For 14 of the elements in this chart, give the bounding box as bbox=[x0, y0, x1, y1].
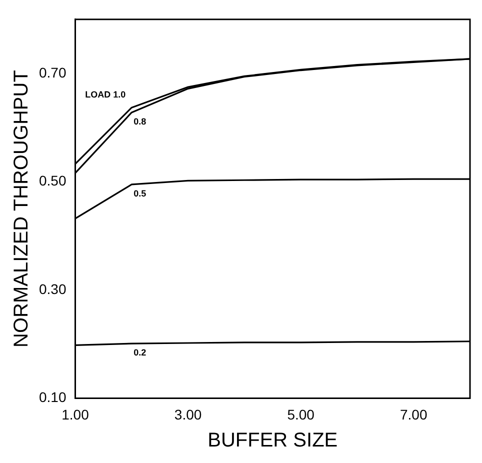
series-label: 0.5 bbox=[134, 188, 146, 198]
x-axis-title: BUFFER SIZE bbox=[208, 430, 338, 452]
y-axis-title: NORMALIZED THROUGHPUT bbox=[10, 70, 33, 348]
y-tick-label: 0.10 bbox=[39, 389, 66, 406]
y-tick-label: 0.50 bbox=[39, 172, 66, 189]
x-tick-label: 1.00 bbox=[62, 406, 90, 422]
y-tick-label: 0.30 bbox=[39, 280, 66, 297]
series-label: 0.2 bbox=[134, 348, 146, 358]
x-tick-label: 7.00 bbox=[400, 406, 428, 422]
series-label: 0.8 bbox=[134, 116, 146, 126]
x-tick-label: 3.00 bbox=[174, 406, 202, 422]
y-tick-label: 0.70 bbox=[39, 64, 66, 80]
x-tick-label: 5.00 bbox=[287, 406, 315, 422]
series-label: LOAD 1.0 bbox=[85, 90, 126, 100]
